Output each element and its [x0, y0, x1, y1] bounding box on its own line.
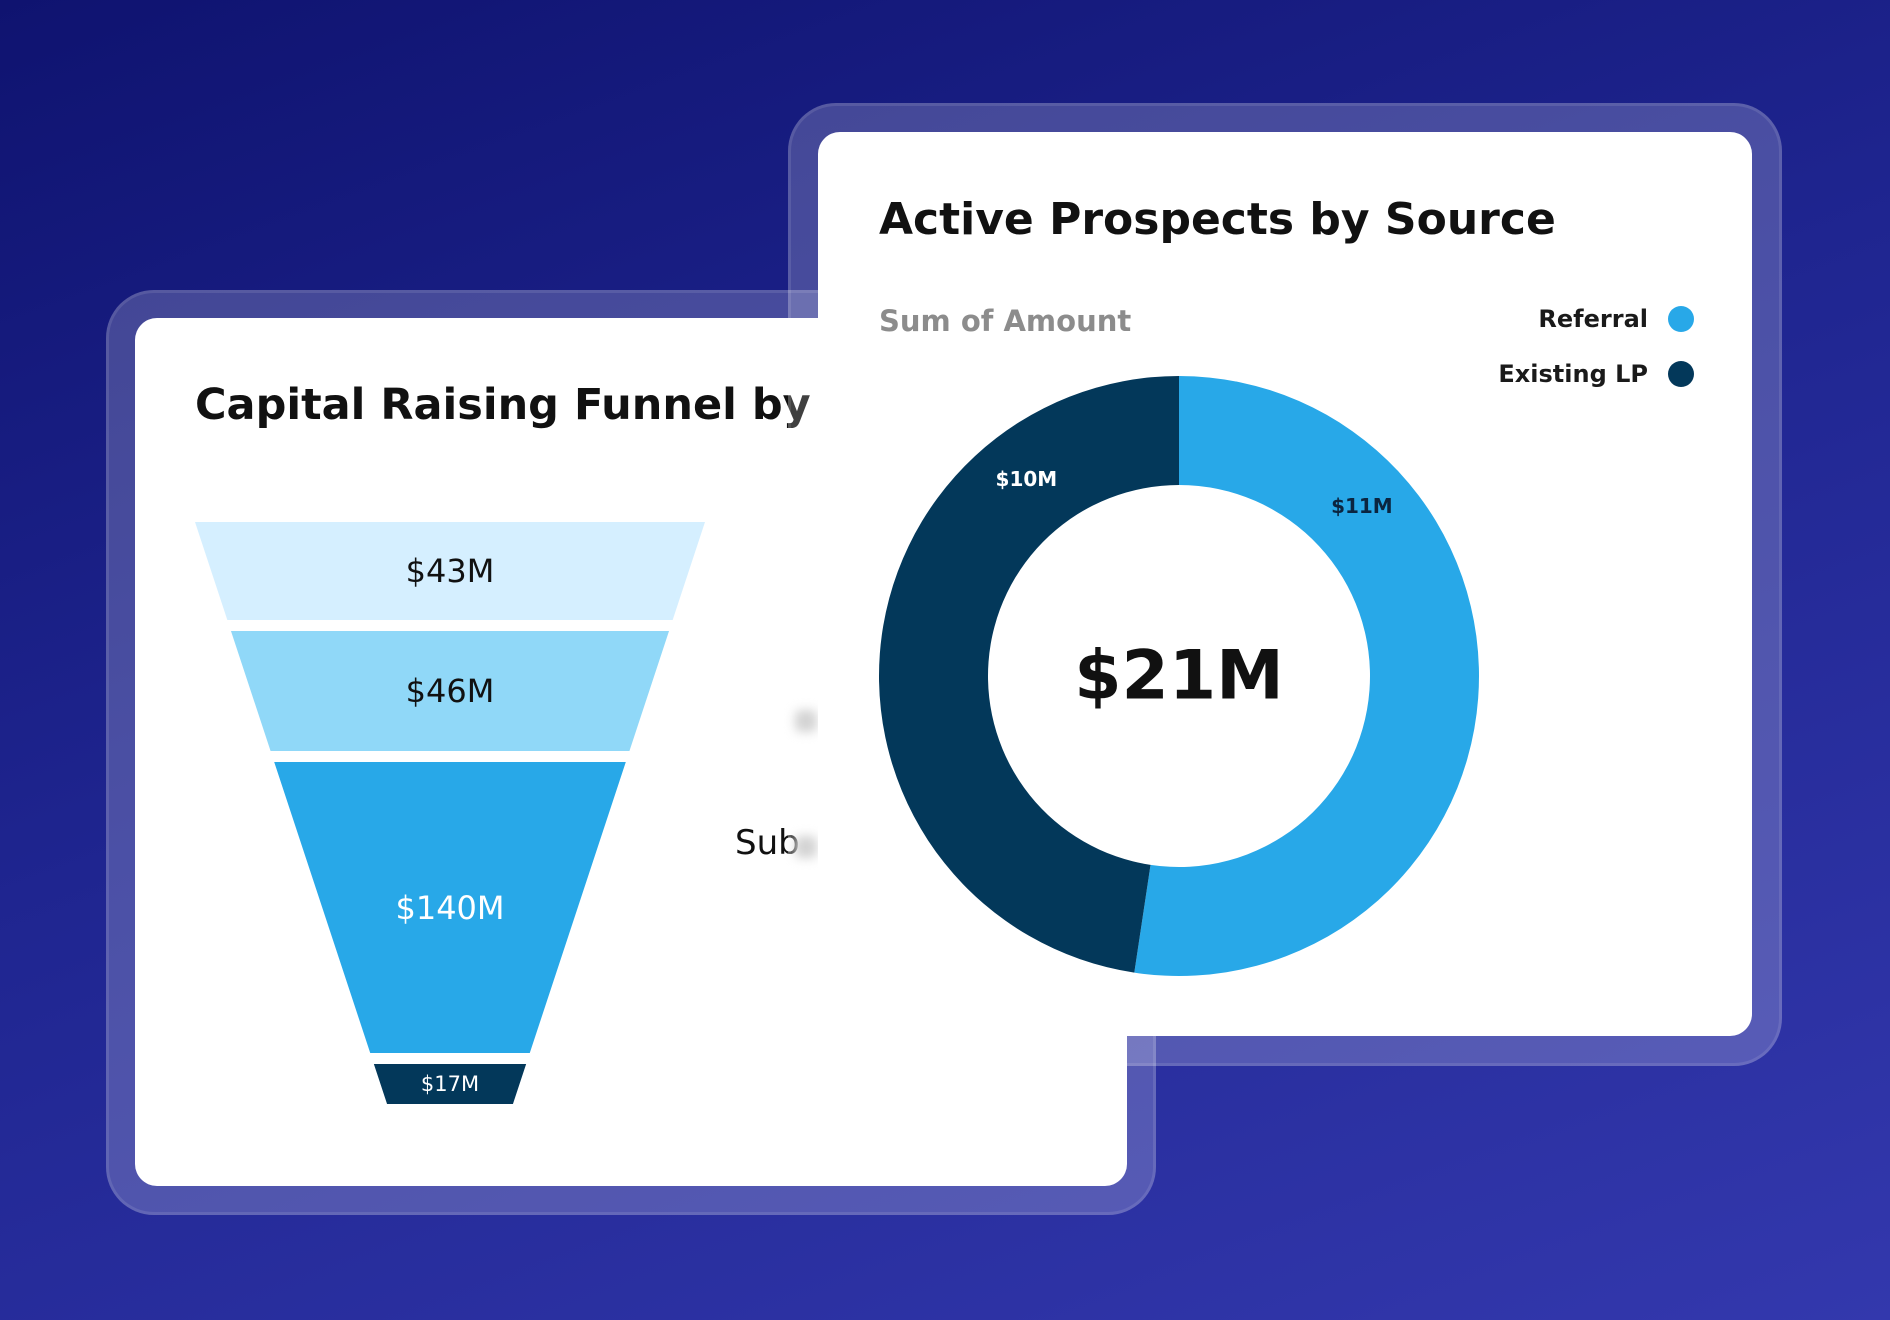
donut-slice-referral: [1134, 376, 1479, 976]
donut-slice-existing-lp: [879, 376, 1179, 973]
funnel-stage-label-2: $46M: [405, 672, 495, 710]
prospects-chart-title: Active Prospects by Source: [879, 194, 1556, 245]
funnel-stage-label-4: $17M: [420, 1072, 480, 1096]
donut-slice-label-existing-lp: $10M: [995, 466, 1058, 491]
funnel-stage-1: [195, 522, 705, 620]
blurred-marker: [795, 710, 817, 732]
prospects-chart-subtitle: Sum of Amount: [879, 304, 1132, 338]
donut-chart: [879, 376, 1479, 976]
funnel-chart: [195, 522, 705, 1104]
funnel-chart-title: Capital Raising Funnel by S: [195, 380, 857, 430]
funnel-stage-2: [230, 631, 670, 751]
legend-item-referral: Referral: [1538, 304, 1694, 334]
legend-swatch-referral: [1668, 306, 1694, 332]
funnel-stage-label-1: $43M: [405, 552, 495, 590]
prospects-card: Active Prospects by Source Sum of Amount…: [818, 132, 1752, 1036]
funnel-side-label: Sub: [735, 823, 800, 863]
legend-item-existing-lp: Existing LP: [1498, 359, 1694, 389]
funnel-stage-3: [274, 762, 626, 1053]
funnel-stage-label-3: $140M: [395, 888, 505, 927]
blurred-marker: [795, 836, 817, 858]
donut-slice-label-referral: $11M: [1331, 494, 1393, 519]
legend-swatch-existing-lp: [1668, 361, 1694, 387]
legend-label-existing-lp: Existing LP: [1498, 360, 1648, 388]
donut-total: $21M: [1074, 636, 1284, 716]
funnel-stage-4: [373, 1064, 527, 1104]
legend-label-referral: Referral: [1538, 305, 1648, 333]
